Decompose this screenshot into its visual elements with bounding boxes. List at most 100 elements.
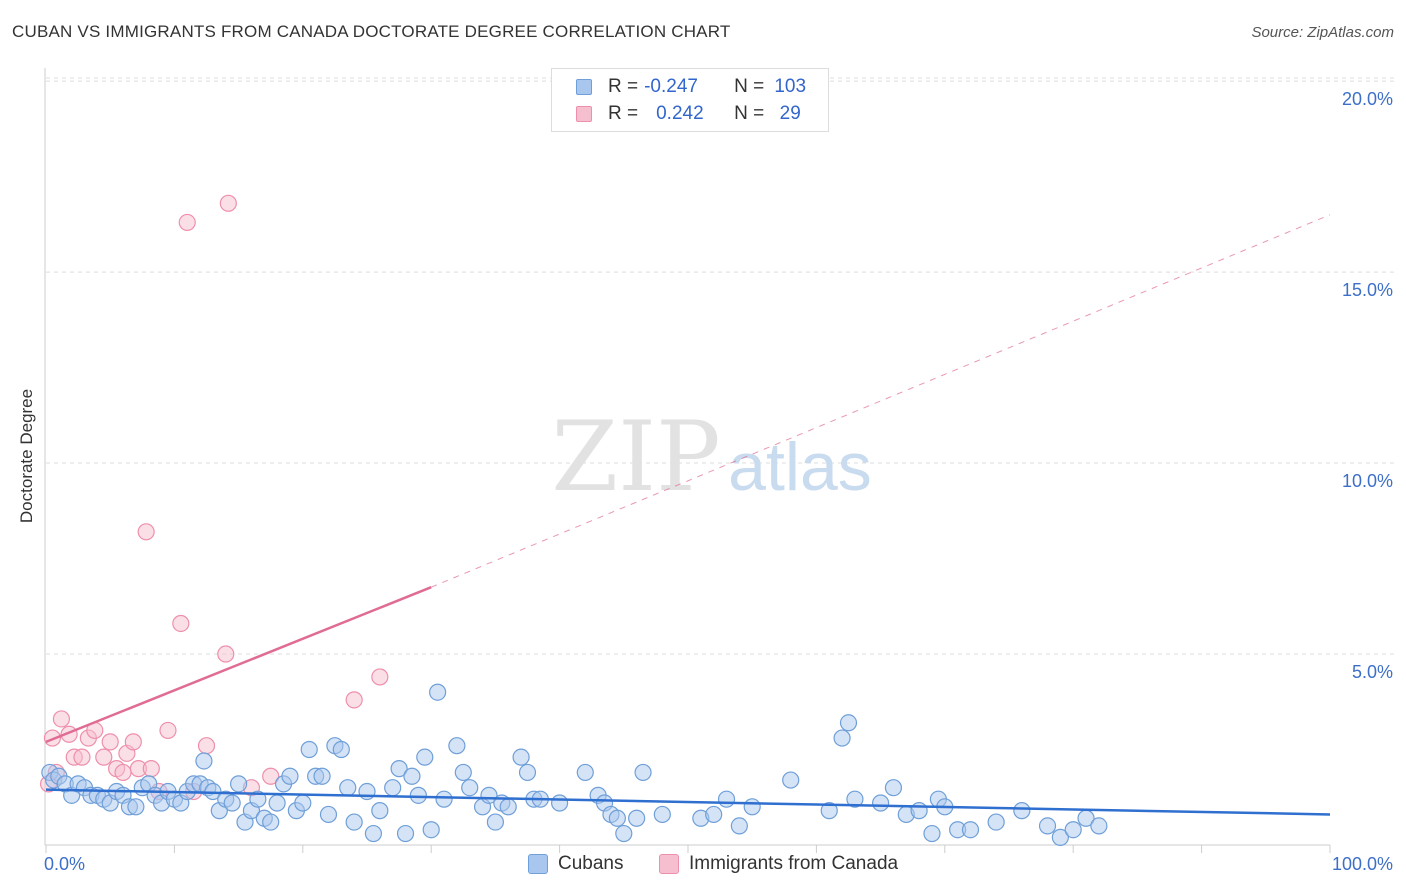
cuban-point: [332, 740, 350, 759]
canada-point: [114, 763, 132, 782]
cuban-point: [294, 794, 312, 812]
cubans-swatch: [576, 79, 592, 95]
canada-point: [124, 733, 142, 751]
cuban-point: [300, 740, 318, 759]
canada-n-label: N =: [734, 103, 765, 124]
y-tick-label: 20.0%: [1342, 89, 1393, 109]
canada-point: [159, 721, 177, 740]
cuban-point: [403, 767, 421, 785]
cuban-point: [390, 760, 408, 778]
canada-point: [262, 767, 280, 785]
cuban-point: [313, 767, 331, 785]
canada-r-value: 0.242: [656, 103, 704, 124]
cuban-point: [339, 779, 357, 797]
cuban-point: [634, 763, 652, 782]
cuban-point: [268, 794, 286, 812]
cuban-point: [345, 813, 363, 831]
canada-point: [178, 213, 196, 232]
cubans-trend-line: [45, 788, 1331, 816]
cuban-point: [396, 824, 415, 843]
cuban-point: [262, 813, 280, 831]
cubans-r-value: -0.247: [644, 76, 698, 97]
cuban-point: [1038, 817, 1057, 835]
canada-n-value: 29: [779, 103, 801, 124]
watermark: ZIP atlas: [551, 401, 871, 513]
cuban-point: [435, 790, 453, 808]
bottom-canada-label: Immigrants from Canada: [689, 853, 899, 874]
cuban-point: [820, 802, 838, 820]
cuban-point: [705, 805, 723, 824]
cuban-point: [429, 683, 447, 701]
cuban-point: [884, 779, 903, 797]
canada-point: [137, 523, 155, 541]
cuban-point: [846, 790, 864, 808]
bottom-cubans-label: Cubans: [558, 853, 624, 874]
canada-point: [197, 737, 216, 755]
cubans-n-label: N =: [734, 76, 765, 97]
cuban-point: [223, 794, 241, 812]
canada-point: [371, 668, 389, 686]
trend-lines: [45, 214, 1331, 816]
canada-point: [52, 710, 71, 728]
canada-point: [345, 691, 363, 709]
cuban-point: [923, 824, 941, 843]
y-tick-label: 15.0%: [1342, 280, 1393, 300]
bottom-canada-swatch: [659, 854, 679, 874]
cuban-point: [518, 763, 537, 782]
canada-point: [101, 733, 119, 751]
cuban-point: [281, 767, 299, 785]
cuban-point: [910, 802, 928, 820]
cuban-point: [839, 714, 858, 732]
cubans-r-label: R =: [608, 76, 639, 97]
canada-trend-line: [45, 586, 432, 744]
cuban-point: [1090, 817, 1108, 835]
chart-title: CUBAN VS IMMIGRANTS FROM CANADA DOCTORAT…: [12, 22, 731, 41]
bottom-cubans-swatch: [528, 854, 548, 874]
canada-point: [217, 645, 235, 663]
cuban-point: [576, 763, 594, 782]
canada-points: [39, 194, 389, 801]
cuban-point: [512, 748, 530, 766]
cuban-point: [319, 805, 338, 824]
canada-point: [73, 748, 91, 766]
bottom-legend-cubans: Cubans: [528, 852, 624, 876]
cuban-point: [416, 748, 434, 766]
cuban-point: [195, 752, 213, 770]
cubans-n-value: 103: [774, 76, 807, 97]
watermark-zip: ZIP: [551, 401, 720, 513]
canada-r-label: R =: [608, 103, 639, 124]
y-axis-label: Doctorate Degree: [17, 388, 36, 524]
cuban-point: [1013, 802, 1031, 820]
cubans-points: [41, 683, 1108, 846]
cuban-point: [1064, 821, 1082, 839]
x-tick-labels: 0.0% 100.0%: [44, 854, 1393, 874]
canada-point: [172, 614, 190, 633]
correlation-legend: R = -0.247 N = 103 R = 0.242 N = 29: [551, 68, 829, 132]
cuban-point: [717, 790, 736, 808]
cuban-point: [448, 737, 466, 755]
cuban-point: [653, 805, 671, 824]
canada-point: [219, 194, 237, 212]
cuban-point: [550, 794, 569, 812]
x-tick-label: 100.0%: [1332, 854, 1393, 874]
axes: [44, 68, 1331, 853]
y-tick-labels: 5.0% 10.0% 15.0% 20.0%: [1342, 89, 1393, 682]
cuban-point: [371, 802, 389, 820]
cuban-point: [454, 763, 472, 782]
cuban-point: [608, 809, 626, 827]
gridlines: [46, 77, 1395, 655]
cuban-point: [743, 798, 761, 816]
cuban-point: [249, 790, 267, 808]
source-label: Source: ZipAtlas.com: [1251, 24, 1394, 41]
x-tick-label: 0.0%: [44, 854, 85, 874]
cuban-point: [409, 786, 427, 804]
legend-row-canada: R = 0.242 N = 29: [576, 102, 810, 126]
cuban-point: [127, 798, 145, 816]
watermark-atlas: atlas: [728, 429, 872, 505]
legend-row-cubans: R = -0.247 N = 103: [576, 75, 810, 99]
y-tick-label: 5.0%: [1352, 662, 1393, 682]
cuban-point: [422, 821, 440, 839]
cuban-point: [871, 794, 890, 812]
cuban-point: [615, 824, 633, 843]
